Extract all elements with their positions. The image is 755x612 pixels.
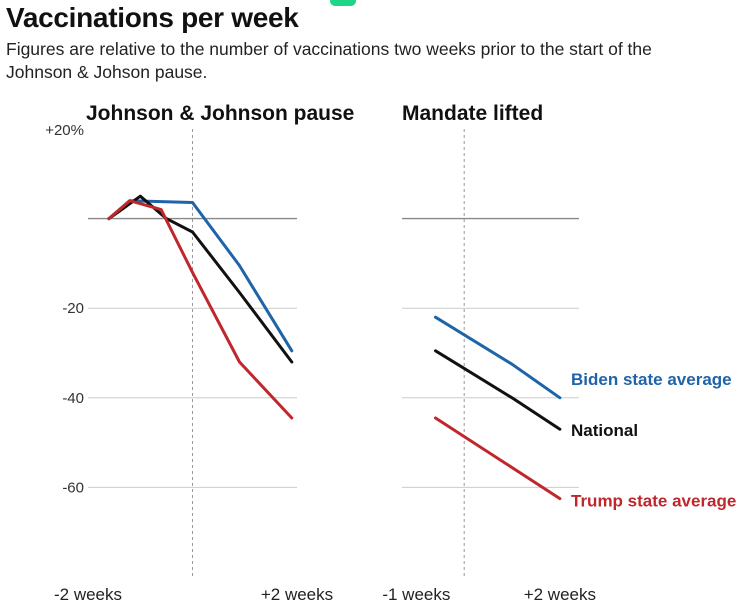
series-line-biden [434,315,562,400]
chart-subtitle: Figures are relative to the number of va… [6,39,652,82]
series-line-national [434,349,562,431]
series-label-national: National [571,421,638,440]
series-label-trump: Trump state average [571,492,736,511]
y-tick-label: -60 [62,479,84,496]
x-tick-label: -2 weeks [54,585,122,604]
panel-title: Mandate lifted [402,102,543,125]
series-line-national [107,194,294,364]
panel-title: Johnson & Johnson pause [86,102,354,125]
header-tab-chip [330,0,356,6]
x-tick-label: -1 weeks [382,585,450,604]
series-label-biden: Biden state average [571,370,732,389]
series-line-trump [434,416,562,501]
series-line-trump [107,199,294,420]
y-tick-label: -20 [62,300,84,317]
y-tick-label: -40 [62,390,84,407]
chart-title: Vaccinations per week [6,2,299,33]
x-tick-label: +2 weeks [524,585,596,604]
x-tick-label: +2 weeks [261,585,333,604]
y-tick-label: +20% [45,122,84,139]
series-line-biden [107,199,294,353]
